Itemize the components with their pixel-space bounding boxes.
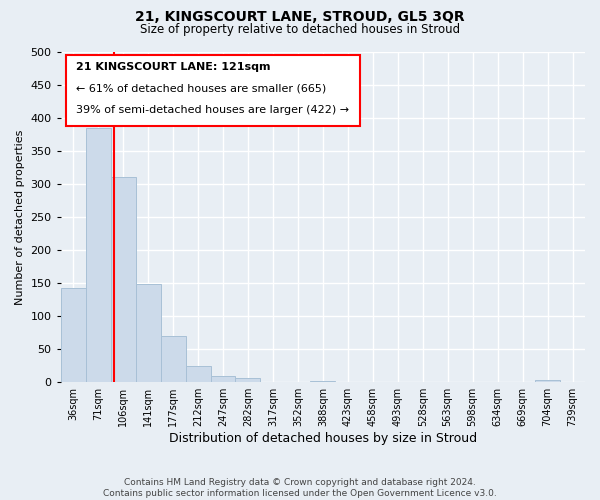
Bar [185, 366, 211, 382]
Text: Size of property relative to detached houses in Stroud: Size of property relative to detached ho… [140, 22, 460, 36]
FancyBboxPatch shape [66, 55, 359, 126]
Bar [235, 378, 260, 382]
Bar [86, 128, 110, 382]
Bar [535, 380, 560, 382]
Text: 39% of semi-detached houses are larger (422) →: 39% of semi-detached houses are larger (… [76, 105, 350, 115]
Bar [61, 288, 86, 382]
Bar [211, 376, 235, 382]
X-axis label: Distribution of detached houses by size in Stroud: Distribution of detached houses by size … [169, 432, 477, 445]
Bar [310, 381, 335, 382]
Bar [161, 336, 185, 382]
Bar [110, 177, 136, 382]
Text: ← 61% of detached houses are smaller (665): ← 61% of detached houses are smaller (66… [76, 84, 326, 94]
Text: 21, KINGSCOURT LANE, STROUD, GL5 3QR: 21, KINGSCOURT LANE, STROUD, GL5 3QR [135, 10, 465, 24]
Text: 21 KINGSCOURT LANE: 121sqm: 21 KINGSCOURT LANE: 121sqm [76, 62, 271, 72]
Bar [136, 284, 161, 382]
Y-axis label: Number of detached properties: Number of detached properties [15, 129, 25, 304]
Text: Contains HM Land Registry data © Crown copyright and database right 2024.
Contai: Contains HM Land Registry data © Crown c… [103, 478, 497, 498]
